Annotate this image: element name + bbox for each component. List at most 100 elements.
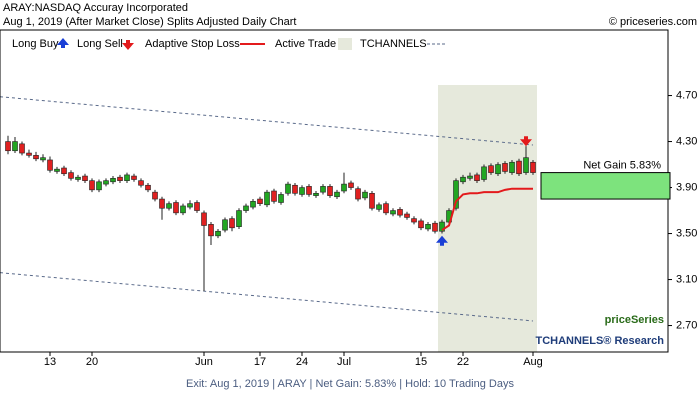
candle-body — [516, 160, 522, 175]
candle-body — [243, 205, 249, 211]
x-tick-label: Aug — [523, 356, 543, 368]
candle-body — [61, 167, 67, 175]
candle-body — [292, 184, 298, 194]
candle-body — [173, 202, 179, 214]
x-tick-label: Jul — [337, 356, 351, 368]
candle-body — [208, 224, 214, 237]
y-tick-label: 3.50 — [676, 227, 697, 239]
candle-body — [474, 174, 480, 181]
plot-area — [0, 85, 537, 352]
y-tick-label: 2.70 — [676, 319, 697, 331]
y-tick-label: 4.70 — [676, 89, 697, 101]
candle-body — [159, 198, 165, 209]
candle-body — [362, 191, 368, 199]
y-tick-label: 4.30 — [676, 135, 697, 147]
active-trade-region — [438, 85, 537, 352]
legend-label: TCHANNELS — [360, 38, 427, 50]
candle-body — [138, 180, 144, 186]
candle-body — [145, 184, 151, 191]
candle-body — [341, 183, 347, 192]
candle-body — [313, 193, 319, 196]
channel-line — [0, 272, 534, 322]
legend-label: Long Sell — [77, 38, 123, 50]
candle-body — [285, 183, 291, 194]
candle-body — [131, 175, 137, 180]
candle-body — [418, 220, 424, 229]
candle-body — [166, 203, 172, 209]
candle-body — [383, 203, 389, 214]
candle-body — [33, 155, 39, 160]
candle-body — [306, 186, 312, 195]
candle-body — [271, 190, 277, 202]
candle-body — [124, 174, 130, 181]
candle-body — [453, 180, 459, 209]
candle-body — [12, 141, 18, 152]
candle-body — [530, 161, 536, 173]
candle-body — [152, 191, 158, 200]
legend-active-icon — [338, 38, 352, 50]
legend-sell-icon — [122, 40, 134, 50]
candle-body — [236, 210, 242, 227]
candle-body — [117, 176, 123, 181]
candle-body — [5, 141, 11, 152]
watermark: priceSeries — [605, 314, 664, 326]
legend-label: Adaptive Stop Loss — [145, 38, 240, 50]
legend-label: Active Trade — [275, 38, 336, 50]
chart-subtitle: Aug 1, 2019 (After Market Close) Splits … — [3, 16, 296, 28]
x-tick-label: 20 — [86, 356, 98, 368]
candle-body — [376, 204, 382, 210]
candle-body — [432, 222, 438, 232]
candle-body — [180, 205, 186, 214]
candle-body — [404, 213, 410, 218]
candle-body — [201, 212, 207, 226]
candle-body — [82, 175, 88, 181]
candle-body — [229, 218, 235, 229]
candle-body — [110, 178, 116, 183]
watermark-sub: TCHANNELS® Research — [535, 335, 664, 347]
candle-body — [460, 176, 466, 183]
candle-body — [334, 191, 340, 198]
candle-body — [439, 221, 445, 232]
candle-body — [348, 182, 354, 188]
candle-body — [327, 186, 333, 196]
candle-body — [390, 210, 396, 215]
candle-body — [187, 203, 193, 208]
x-tick-label: 13 — [44, 356, 56, 368]
candle-body — [481, 166, 487, 180]
candle-body — [425, 224, 431, 230]
y-tick-label: 3.90 — [676, 181, 697, 193]
source: © priceseries.com — [609, 16, 697, 28]
candle-body — [495, 164, 501, 175]
net-gain-box — [540, 172, 671, 200]
x-tick-label: 24 — [296, 356, 308, 368]
candle-body — [278, 194, 284, 203]
footer: Exit: Aug 1, 2019 | ARAY | Net Gain: 5.8… — [186, 378, 514, 390]
candle-body — [502, 163, 508, 172]
candle-body — [411, 218, 417, 223]
candle-body — [264, 191, 270, 206]
candle-body — [299, 187, 305, 195]
legend-buy-icon — [57, 38, 69, 48]
candle-body — [467, 175, 473, 179]
sell-arrow — [520, 136, 532, 147]
candle-body — [355, 188, 361, 200]
candle-body — [194, 202, 200, 211]
candle-body — [250, 201, 256, 208]
candle-body — [215, 230, 221, 237]
candle-body — [369, 193, 375, 209]
x-tick-label: 17 — [254, 356, 266, 368]
candle-body — [68, 172, 74, 179]
candle-body — [75, 176, 81, 180]
candle-body — [89, 180, 95, 191]
x-tick-label: 15 — [415, 356, 427, 368]
candle-body — [523, 157, 529, 173]
candle-body — [222, 219, 228, 231]
stop-loss-line — [441, 187, 533, 231]
candle-body — [257, 198, 263, 204]
candle-body — [54, 168, 60, 172]
candle-body — [397, 209, 403, 216]
candle-body — [320, 186, 326, 193]
candle-body — [19, 143, 25, 154]
